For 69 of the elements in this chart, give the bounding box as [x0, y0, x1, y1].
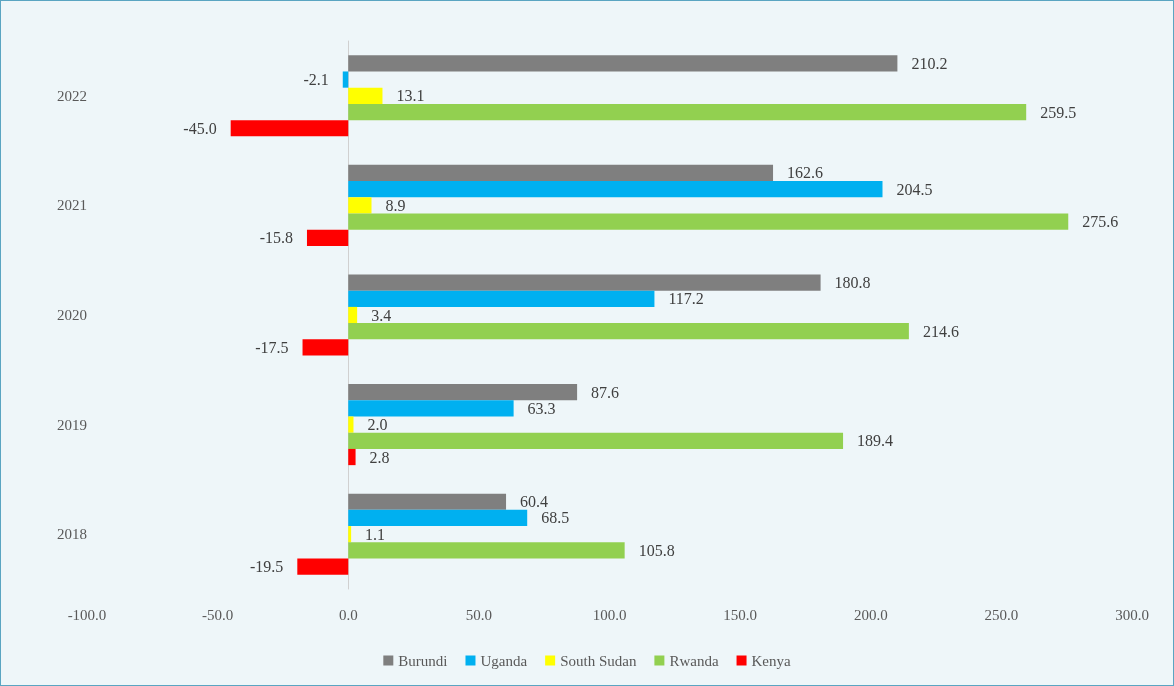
bar	[297, 558, 349, 575]
x-tick-label: 200.0	[853, 606, 888, 623]
bar	[348, 323, 909, 340]
data-label: 68.5	[541, 509, 570, 527]
data-label: 1.1	[365, 525, 386, 543]
bar	[348, 416, 354, 433]
data-label: 60.4	[520, 493, 549, 511]
x-tick-label: 0.0	[338, 606, 358, 623]
data-label: 3.4	[371, 306, 392, 324]
data-label: -45.0	[183, 119, 217, 137]
x-tick-label: 250.0	[984, 606, 1019, 623]
data-label: 117.2	[668, 290, 704, 308]
bar	[348, 384, 578, 401]
x-tick-label: 300.0	[1115, 606, 1149, 623]
bar	[348, 55, 898, 72]
data-label: 13.1	[396, 87, 425, 105]
bar	[348, 306, 358, 324]
y-tick-label: 2021	[57, 197, 87, 214]
bar	[230, 120, 349, 137]
bar	[348, 542, 625, 559]
bar	[348, 197, 372, 214]
data-label: 204.5	[896, 180, 933, 198]
y-tick-label: 2022	[57, 87, 87, 104]
bar	[348, 509, 528, 527]
legend-label: Burundi	[398, 652, 448, 669]
data-label: 214.6	[922, 322, 959, 340]
bar	[348, 290, 655, 307]
x-tick-label: -100.0	[67, 606, 107, 623]
bar	[348, 448, 356, 466]
data-label: -19.5	[249, 558, 284, 576]
data-label: 87.6	[591, 383, 620, 401]
bar	[348, 493, 507, 510]
y-tick-label: 2018	[57, 526, 87, 543]
bar	[348, 213, 1069, 230]
x-tick-label: 150.0	[723, 606, 757, 623]
y-tick-label: 2019	[57, 416, 87, 433]
bar	[348, 526, 352, 543]
legend-label: Uganda	[480, 652, 528, 669]
data-label: 275.6	[1082, 213, 1119, 231]
x-tick-label: 100.0	[592, 606, 627, 623]
legend-label: South Sudan	[560, 652, 637, 669]
bar	[342, 71, 349, 88]
x-tick-label: 50.0	[465, 606, 492, 623]
data-label: 2.0	[367, 416, 388, 434]
data-label: -15.8	[259, 229, 293, 247]
bar	[348, 274, 821, 291]
bar	[348, 400, 514, 417]
data-label: 2.8	[369, 448, 390, 466]
bar	[348, 432, 844, 449]
bar	[348, 181, 883, 198]
data-label: 259.5	[1040, 103, 1077, 121]
bar	[348, 164, 774, 182]
legend-label: Rwanda	[669, 652, 719, 669]
data-label: 105.8	[638, 541, 675, 559]
bar	[302, 339, 349, 356]
data-label: 162.6	[787, 164, 824, 182]
data-label: 63.3	[527, 399, 556, 417]
data-label: 8.9	[385, 196, 406, 214]
data-label: 180.8	[834, 274, 871, 292]
data-label: 210.2	[911, 54, 948, 72]
bar	[306, 229, 349, 246]
x-tick-label: -50.0	[202, 606, 234, 623]
bar	[348, 103, 1027, 121]
data-label: -17.5	[255, 338, 289, 356]
legend-label: Kenya	[751, 652, 792, 669]
bar	[348, 87, 383, 104]
data-label: -2.1	[303, 71, 329, 89]
data-label: 189.4	[857, 432, 894, 450]
y-tick-label: 2020	[57, 307, 87, 323]
